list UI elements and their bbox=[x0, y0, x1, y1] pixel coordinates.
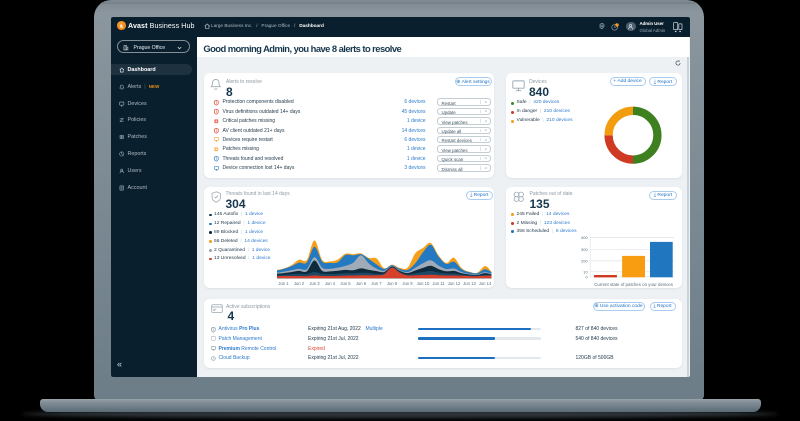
svg-text:400: 400 bbox=[581, 235, 588, 240]
svg-text:200: 200 bbox=[581, 259, 588, 264]
svg-text:10: 10 bbox=[583, 269, 588, 274]
svg-text:0: 0 bbox=[585, 275, 588, 280]
svg-text:300: 300 bbox=[581, 247, 588, 252]
